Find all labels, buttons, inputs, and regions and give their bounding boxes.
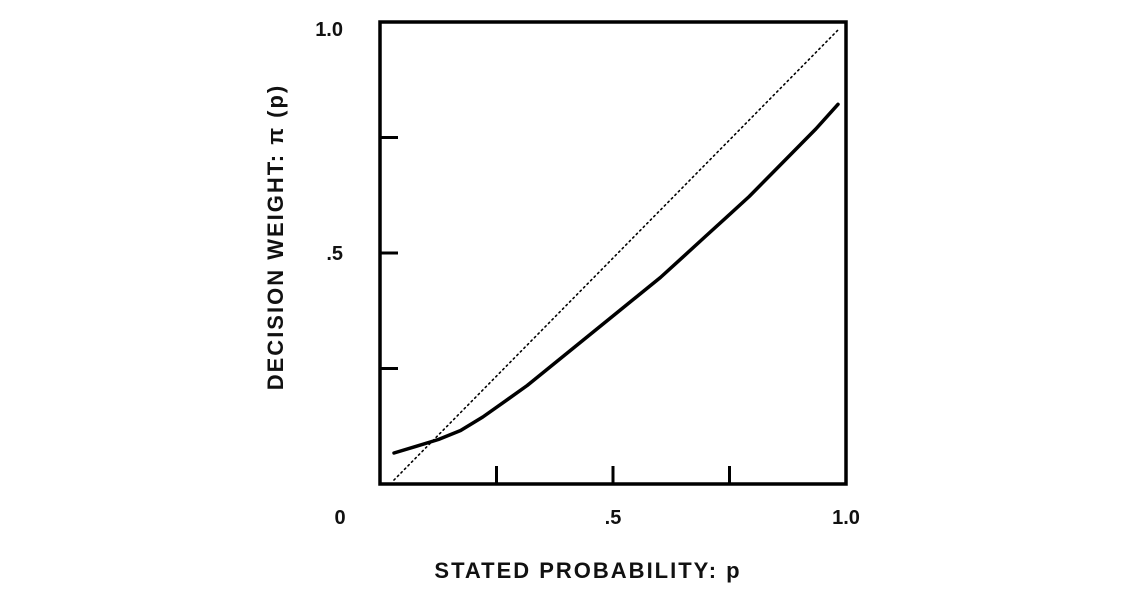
decision-weight-curve [392, 102, 840, 455]
x-tick-label: 1.0 [832, 507, 860, 529]
x-tick-label: .5 [605, 507, 622, 529]
y-tick-labels: .5 1.0 [315, 19, 343, 265]
y-tick-label: .5 [326, 243, 343, 265]
x-tick-labels: 0 .5 1.0 [334, 507, 859, 529]
plot-frame [378, 20, 848, 486]
y-axis-title: DECISION WEIGHT: π (p) [263, 84, 288, 391]
identity-line [393, 29, 839, 481]
x-axis-title: STATED PROBABILITY: p [434, 558, 741, 583]
plot-area [378, 20, 848, 486]
y-tick-label: 1.0 [315, 19, 343, 41]
x-tick-label: 0 [334, 507, 345, 529]
